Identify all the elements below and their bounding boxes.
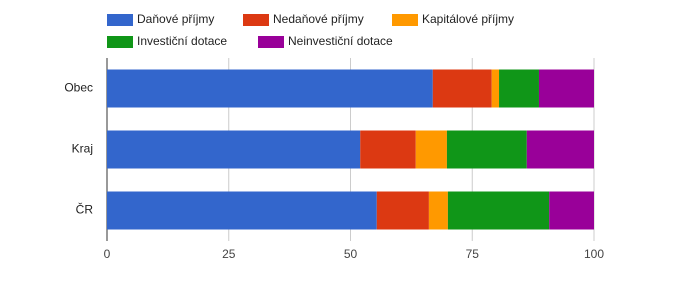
bar-segment (538, 69, 594, 108)
bar-segment (499, 69, 539, 108)
legend-swatch (258, 36, 284, 48)
x-tick-label: 25 (222, 247, 236, 261)
bar-segment (376, 191, 429, 230)
x-tick-label: 50 (344, 247, 358, 261)
legend-swatch (107, 36, 133, 48)
bar-segment (432, 69, 492, 108)
legend-label: Investiční dotace (137, 34, 227, 48)
bar-segment (107, 191, 377, 230)
legend-swatch (243, 14, 269, 26)
legend-swatch (392, 14, 418, 26)
bar-segment (446, 130, 527, 169)
bar-segment (447, 191, 550, 230)
bar-segment (415, 130, 447, 169)
bar-segment (428, 191, 448, 230)
x-tick-label: 100 (584, 247, 604, 261)
bar-segment (360, 130, 416, 169)
x-tick-label: 0 (104, 247, 111, 261)
bar-segment (549, 191, 594, 230)
legend-label: Neinvestiční dotace (288, 34, 393, 48)
y-tick-label: Kraj (72, 142, 93, 156)
bar-segment (107, 130, 361, 169)
legend-label: Kapitálové příjmy (422, 12, 514, 26)
bar-segment (491, 69, 500, 108)
legend-label: Nedaňové příjmy (273, 12, 364, 26)
x-tick-label: 75 (466, 247, 480, 261)
bar-segment (107, 69, 433, 108)
legend-label: Daňové příjmy (137, 12, 214, 26)
bar-segment (526, 130, 594, 169)
y-tick-label: ČR (76, 202, 94, 217)
legend-swatch (107, 14, 133, 26)
y-tick-label: Obec (64, 81, 93, 95)
